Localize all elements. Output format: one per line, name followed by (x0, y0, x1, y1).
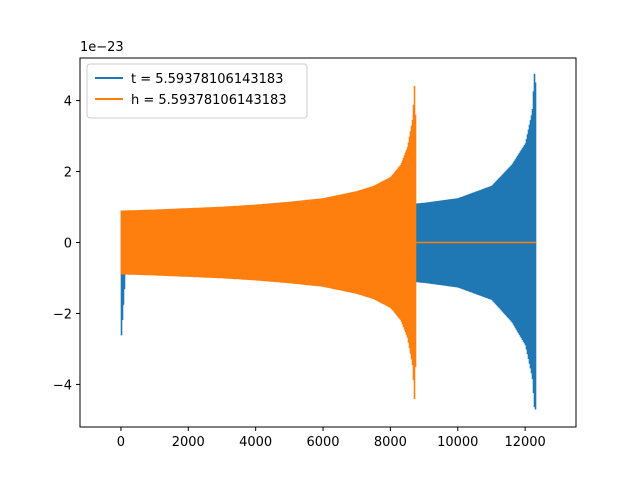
plot-area (120, 73, 537, 410)
x-tick-label: 4000 (239, 435, 272, 450)
legend: t = 5.59378106143183 h = 5.59378106143183 (86, 63, 308, 119)
y-tick-label: −4 (53, 378, 72, 393)
legend-box (86, 63, 308, 119)
x-tick-label: 2000 (172, 435, 205, 450)
x-tick-label: 10000 (437, 435, 478, 450)
y-tick-label: 0 (64, 237, 72, 252)
y-tick-label: −2 (53, 307, 72, 322)
y-axis: −4 −2 0 2 4 (53, 95, 80, 393)
x-tick-label: 8000 (374, 435, 407, 450)
x-tick-label: 0 (117, 435, 125, 450)
y-tick-label: 4 (64, 95, 72, 110)
x-tick-label: 6000 (306, 435, 339, 450)
x-tick-label: 12000 (504, 435, 545, 450)
series-line-2 (120, 85, 536, 399)
legend-label-1: t = 5.59378106143183 (131, 72, 283, 87)
y-tick-label: 2 (64, 166, 72, 181)
x-axis: 0 2000 4000 6000 8000 10000 12000 (117, 427, 546, 450)
y-offset-label: 1e−23 (80, 40, 124, 55)
legend-label-2: h = 5.59378106143183 (131, 93, 287, 108)
